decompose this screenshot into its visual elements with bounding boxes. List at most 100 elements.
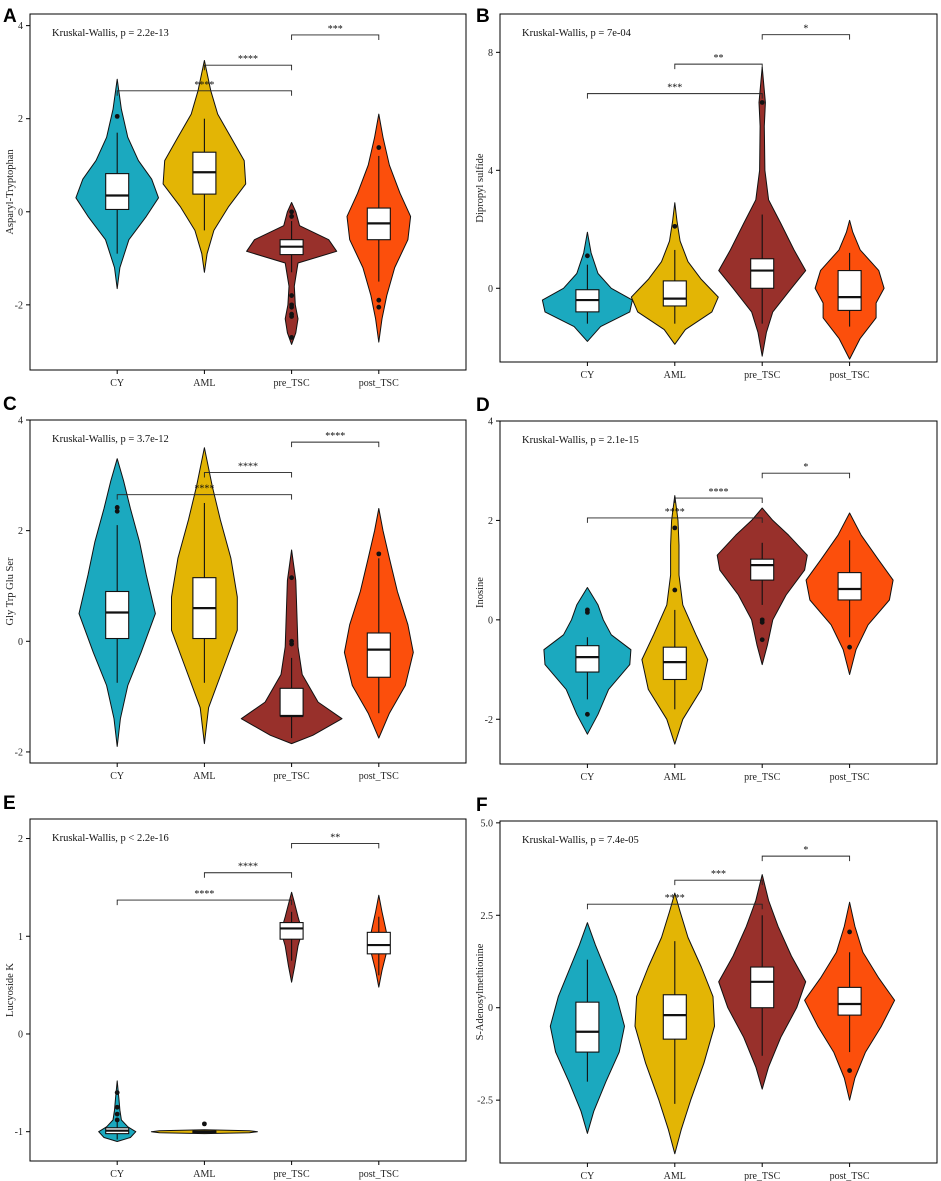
y-tick-label: 1 <box>18 932 23 943</box>
significance-label: **** <box>665 507 685 518</box>
plot-frame <box>29 818 467 1162</box>
significance-label: **** <box>325 431 345 442</box>
significance-bracket <box>674 879 763 886</box>
significance-label: **** <box>709 487 729 498</box>
box-iqr <box>279 922 304 940</box>
outlier-point <box>114 113 120 119</box>
significance-bracket <box>291 34 380 40</box>
x-tick-label: post_TSC <box>359 378 399 389</box>
x-tick-label: post_TSC <box>830 1171 870 1181</box>
y-axis-title: S-Adenosylmethionine <box>475 943 486 1040</box>
panel-c: C -2 0 2 4 Gly Trp Glu Ser CY AML pre_TSC post_TS… <box>3 394 467 782</box>
x-tick-label: AML <box>193 771 215 782</box>
kruskal-wallis-text: Kruskal-Wallis, p < 2.2e-16 <box>52 833 169 844</box>
panel-letter: C <box>3 394 17 415</box>
outlier-point <box>114 1090 120 1095</box>
panel-d: D -2 0 2 4 Inosine CY AML pre_TSC post_TSC Kruskal… <box>475 395 938 783</box>
violin-cy <box>98 1080 137 1142</box>
box-iqr <box>366 632 391 678</box>
outlier-point <box>759 100 765 105</box>
violin-pre-tsc <box>246 202 338 345</box>
panel-letter: D <box>476 395 490 416</box>
y-axis-title: Gly Trp Glu Ser <box>5 557 16 625</box>
panel-letter: E <box>3 793 16 814</box>
plot-frame <box>29 13 467 371</box>
outlier-point <box>289 638 294 644</box>
outlier-point <box>672 525 678 531</box>
panel-a: A -2 0 2 4 Asparyl-Tryptophan CY AML pre_TSC post… <box>3 6 467 389</box>
outlier-point <box>114 1117 120 1123</box>
outlier-point <box>289 214 294 219</box>
y-tick-label: -2 <box>15 747 23 758</box>
box-iqr <box>279 687 304 717</box>
box-iqr <box>837 270 862 311</box>
box-iqr <box>575 1001 600 1053</box>
significance-bracket <box>291 842 380 849</box>
outlier-point <box>202 1121 207 1127</box>
panel-f: F -2.5 0 2.5 5.0 S-Adenosylmethionine CY AML pre… <box>475 795 938 1181</box>
x-tick-label: post_TSC <box>830 772 870 783</box>
panel-letter: A <box>3 6 17 27</box>
y-axis-title: Asparyl-Tryptophan <box>5 149 16 235</box>
significance-label: **** <box>194 80 214 91</box>
significance-bracket <box>761 472 851 479</box>
kruskal-wallis-text: Kruskal-Wallis, p = 3.7e-12 <box>52 434 169 445</box>
outlier-point <box>847 929 852 935</box>
significance-label: ** <box>330 832 340 843</box>
y-tick-label: 2 <box>18 526 23 537</box>
y-tick-label: 0 <box>488 284 493 295</box>
outlier-point <box>289 293 294 298</box>
significance-label: **** <box>238 462 258 473</box>
significance-bracket <box>586 903 763 910</box>
violin-pre-tsc <box>240 549 343 745</box>
significance-label: *** <box>328 24 343 35</box>
outlier-point <box>289 209 294 215</box>
outlier-point <box>114 508 120 514</box>
significance-bracket <box>761 34 851 40</box>
x-tick-label: CY <box>580 1171 594 1181</box>
outlier-point <box>585 253 590 259</box>
box-iqr <box>662 646 687 681</box>
box-iqr <box>662 994 687 1040</box>
outlier-point <box>759 619 765 625</box>
kruskal-wallis-text: Kruskal-Wallis, p = 2.1e-15 <box>522 435 639 446</box>
significance-bracket <box>674 63 763 70</box>
outlier-point <box>672 223 678 229</box>
box-iqr <box>575 645 600 673</box>
x-tick-label: CY <box>580 772 594 783</box>
significance-bracket <box>674 497 763 504</box>
x-tick-label: pre_TSC <box>274 771 310 782</box>
y-axis-title: Dipropyl sulfide <box>475 153 486 222</box>
significance-label: ** <box>714 53 724 64</box>
significance-bracket <box>203 64 293 71</box>
significance-label: **** <box>194 484 214 495</box>
box-iqr <box>837 572 862 601</box>
x-tick-label: pre_TSC <box>274 1169 310 1180</box>
outlier-point <box>847 644 852 650</box>
significance-label: * <box>803 24 808 35</box>
y-tick-label: 8 <box>488 48 493 59</box>
x-tick-label: pre_TSC <box>744 772 780 783</box>
x-tick-label: CY <box>110 1169 124 1180</box>
significance-bracket <box>291 441 380 448</box>
significance-bracket <box>203 872 293 878</box>
outlier-point <box>289 335 294 340</box>
y-tick-label: 0 <box>488 615 493 626</box>
significance-label: *** <box>711 869 726 880</box>
x-tick-label: AML <box>664 1171 686 1181</box>
significance-bracket <box>586 517 763 523</box>
box-iqr <box>662 280 687 307</box>
outlier-point <box>114 505 120 510</box>
significance-bracket <box>761 855 851 862</box>
outlier-point <box>376 551 382 557</box>
outlier-point <box>289 314 294 319</box>
y-tick-label: 2 <box>488 516 493 527</box>
x-tick-label: post_TSC <box>359 771 399 782</box>
y-tick-label: 4 <box>18 21 23 32</box>
significance-bracket <box>586 93 763 99</box>
outlier-point <box>376 145 382 150</box>
box-iqr <box>750 966 775 1009</box>
x-tick-label: CY <box>580 370 594 381</box>
y-tick-label: 2 <box>18 114 23 125</box>
